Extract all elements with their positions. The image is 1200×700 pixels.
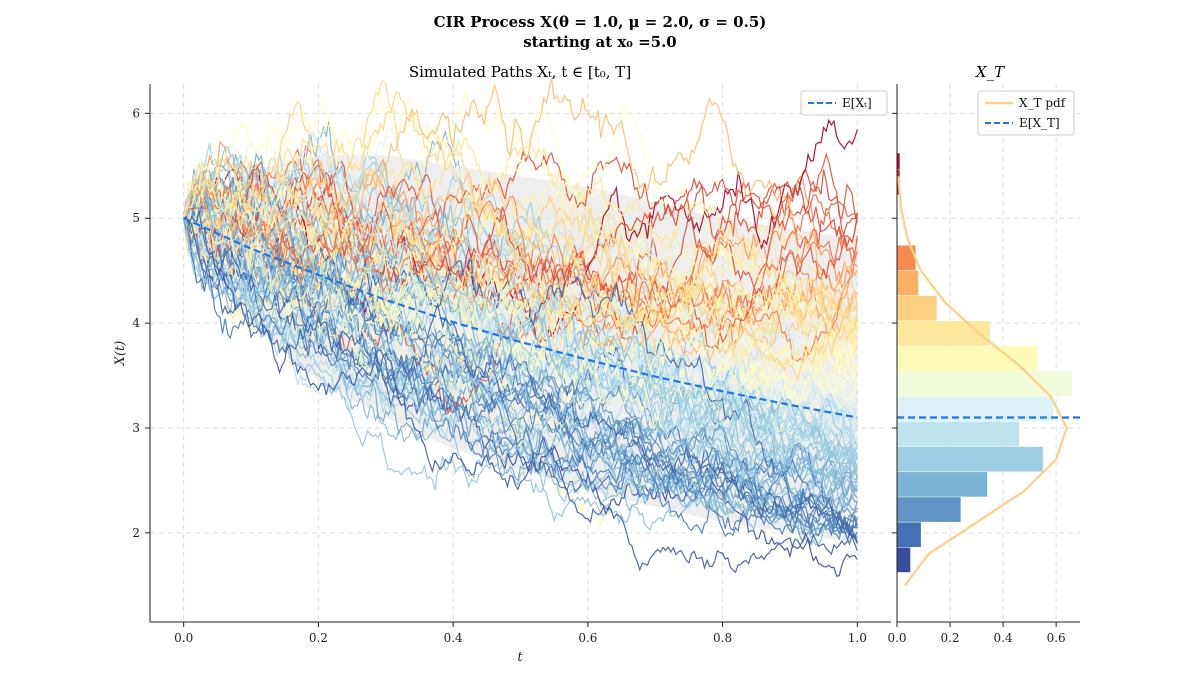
- terminal-distribution-axes: X_T 0.0 0.2 0.4 0.6 X_T pdf E[X_T]: [887, 63, 1080, 645]
- paths-spines: [149, 84, 891, 623]
- paths-axes: Simulated Paths Xₜ, t ∈ [t₀, T] 0.0 0.2 0.…: [113, 63, 891, 665]
- simulated-path: [183, 217, 858, 468]
- histogram-legend-expectation-label: E[X_T]: [1019, 116, 1060, 130]
- simulated-path: [183, 176, 858, 537]
- simulated-path: [183, 218, 858, 451]
- histogram-x-tick-label: 0.2: [940, 631, 959, 645]
- paths-x-tick-label: 0.8: [713, 631, 732, 645]
- simulated-path: [183, 211, 858, 361]
- histogram-bar: [897, 270, 919, 296]
- histogram-bar: [897, 321, 990, 346]
- histogram-bars: [897, 153, 1073, 573]
- simulated-path: [183, 180, 858, 412]
- simulated-path: [183, 192, 858, 504]
- simulated-path: [183, 199, 858, 490]
- simulated-path: [183, 218, 858, 543]
- histogram-bar: [897, 295, 937, 321]
- simulated-path: [183, 218, 858, 489]
- simulated-path: [183, 168, 858, 475]
- simulated-path: [183, 78, 858, 311]
- paths-x-tick-label: 1.0: [848, 631, 867, 645]
- pdf-curve: [897, 176, 1068, 586]
- expectation-line: [183, 217, 858, 419]
- histogram-bar: [897, 245, 916, 271]
- paths-y-tick-label: 3: [132, 421, 140, 435]
- paths-legend: E[Xₜ]: [800, 90, 888, 116]
- paths-legend-box: [800, 90, 888, 116]
- histogram-bar: [897, 522, 921, 548]
- histogram-x-ticks: 0.0 0.2 0.4 0.6: [887, 622, 1066, 645]
- simulated-path: [183, 91, 858, 382]
- paths-y-tick-label: 6: [132, 106, 140, 120]
- histogram-bar: [897, 547, 911, 573]
- simulated-path: [183, 177, 858, 529]
- paths-x-ticks: 0.0 0.2 0.4 0.6 0.8 1.0: [174, 622, 867, 645]
- histogram-legend: X_T pdf E[X_T]: [977, 90, 1075, 136]
- paths-x-axis-label: t: [517, 650, 523, 665]
- paths-y-ticks: 2 3 4 5 6: [132, 106, 150, 540]
- simulated-path: [183, 132, 858, 429]
- paths-y-axis-label: X(t): [113, 341, 128, 367]
- simulated-path: [183, 210, 858, 574]
- simulated-path: [183, 79, 858, 356]
- paths-x-tick-label: 0.4: [444, 631, 463, 645]
- histogram-legend-pdf-label: X_T pdf: [1019, 96, 1067, 110]
- histogram-bar: [897, 421, 1019, 447]
- histogram-bar: [897, 472, 988, 497]
- paths-x-tick-label: 0.2: [309, 631, 328, 645]
- histogram-x-tick-label: 0.4: [994, 631, 1013, 645]
- paths-axes-title: Simulated Paths Xₜ, t ∈ [t₀, T]: [409, 63, 631, 81]
- histogram-y-ticks: [892, 112, 897, 534]
- simulated-path: [183, 100, 858, 367]
- paths-y-tick-label: 4: [132, 316, 140, 330]
- figure-title-line1: CIR Process X(θ = 1.0, μ = 2.0, σ = 0.5): [434, 13, 767, 31]
- simulated-path: [183, 183, 858, 363]
- histogram-bar: [897, 371, 1073, 397]
- simulated-paths: [183, 78, 858, 577]
- terminal-distribution-title: X_T: [975, 63, 1005, 81]
- simulated-path: [183, 179, 858, 363]
- simulated-path: [183, 218, 858, 538]
- histogram-bar: [897, 497, 961, 522]
- paths-y-tick-label: 2: [132, 526, 140, 540]
- simulated-path: [183, 171, 858, 362]
- simulated-path: [183, 144, 858, 334]
- histogram-bar: [897, 346, 1038, 371]
- simulated-path: [183, 217, 858, 544]
- histogram-x-tick-label: 0.0: [887, 631, 906, 645]
- histogram-bar: [897, 446, 1043, 472]
- simulated-path: [183, 152, 858, 508]
- simulated-path: [183, 89, 858, 379]
- paths-y-tick-label: 5: [132, 211, 140, 225]
- paths-x-tick-label: 0.0: [174, 631, 193, 645]
- paths-legend-expectation-label: E[Xₜ]: [842, 96, 872, 110]
- simulated-path: [183, 218, 858, 442]
- pdf-curve-group: [897, 176, 1068, 586]
- histogram-spines: [896, 84, 1080, 623]
- histogram-bar: [897, 153, 900, 170]
- simulated-path: [183, 187, 858, 426]
- paths-x-tick-label: 0.6: [578, 631, 597, 645]
- simulated-path: [183, 208, 858, 369]
- expectation-line-group: [183, 217, 858, 419]
- figure-title-line2: starting at x₀ =5.0: [523, 33, 677, 51]
- simulated-path: [183, 194, 858, 463]
- histogram-x-tick-label: 0.6: [1047, 631, 1066, 645]
- simulated-path: [183, 161, 858, 363]
